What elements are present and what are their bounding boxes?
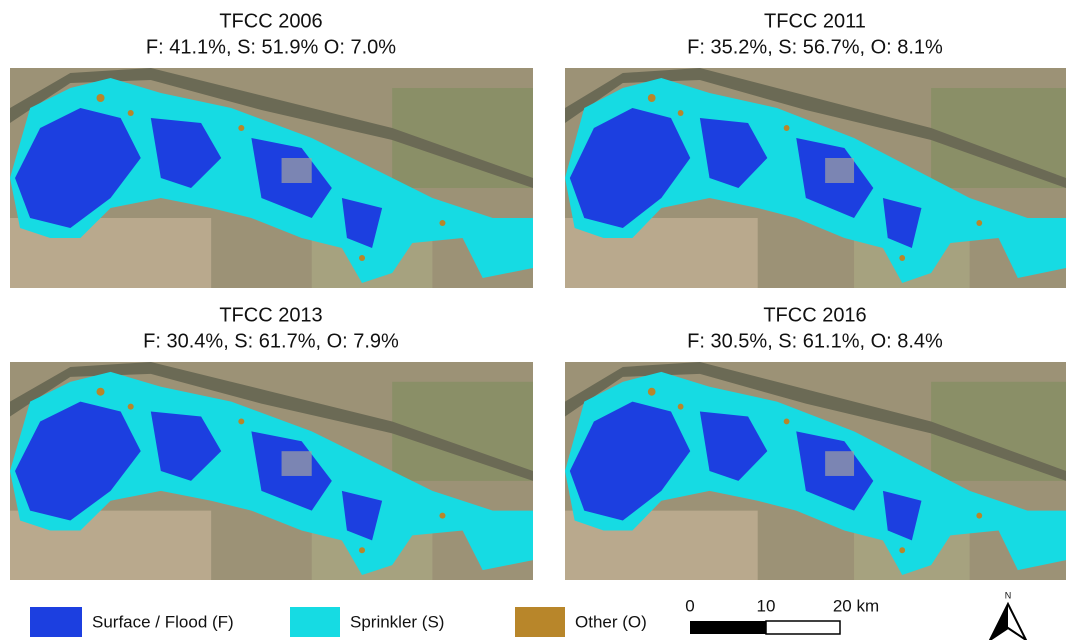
legend-swatch (290, 607, 340, 637)
scale-segment (766, 621, 840, 634)
legend: Surface / Flood (F) Sprinkler (S) Other … (30, 607, 647, 637)
scale-label: 20 km (833, 596, 879, 615)
north-arrow: N (990, 590, 1026, 640)
legend-swatch (30, 607, 82, 637)
north-label: N (1005, 590, 1012, 600)
legend-swatch (515, 607, 565, 637)
panel-title: TFCC 2016 (763, 304, 866, 326)
scale-label: 0 (685, 596, 694, 615)
map-image (10, 68, 533, 288)
panel-title: TFCC 2006 (219, 10, 322, 32)
panel-stats: F: 41.1%, S: 51.9% O: 7.0% (146, 36, 396, 58)
scale-segment (690, 621, 766, 634)
panel-stats: F: 35.2%, S: 56.7%, O: 8.1% (687, 36, 943, 58)
panel-title: TFCC 2013 (219, 304, 322, 326)
map-image (10, 362, 533, 580)
scale-label: 10 (757, 596, 776, 615)
figure: Surface / Flood (F) Sprinkler (S) Other … (0, 0, 1076, 640)
legend-label: Other (O) (575, 612, 647, 631)
scale-bar: 0 10 20 km (685, 596, 879, 634)
legend-label: Sprinkler (S) (350, 612, 444, 631)
map-image (565, 362, 1066, 580)
map-image (565, 68, 1066, 288)
panel-stats: F: 30.4%, S: 61.7%, O: 7.9% (143, 330, 399, 352)
legend-label: Surface / Flood (F) (92, 612, 234, 631)
panel-title: TFCC 2011 (764, 10, 866, 32)
panel-stats: F: 30.5%, S: 61.1%, O: 8.4% (687, 330, 943, 352)
